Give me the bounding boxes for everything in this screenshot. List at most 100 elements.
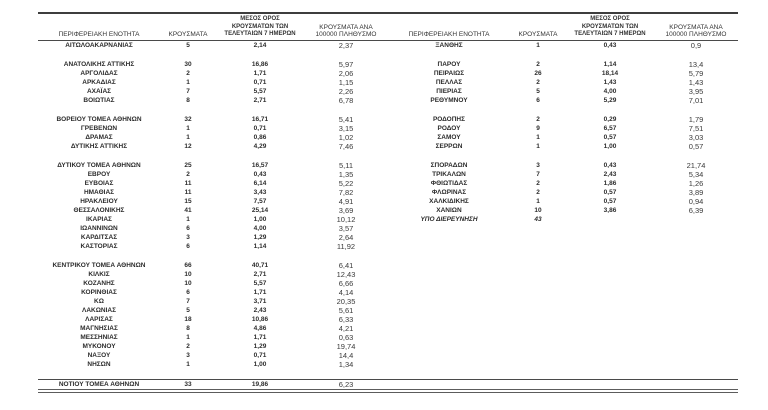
- left-cases-cell: 1: [186, 133, 190, 141]
- left-cases-cell: 32: [184, 115, 192, 123]
- left-per-cell: 2,06: [338, 68, 354, 78]
- table-row: ΓΡΕΒΕΝΩΝ 1 0,71 3,15 ΡΟΔΟΥ 9 6,57 7,51: [38, 124, 738, 133]
- right-cases-cell: 9: [536, 124, 540, 132]
- right-cases-cell: 26: [534, 69, 542, 77]
- left-per-cell: 1,34: [338, 359, 354, 369]
- left-per-cell: 12,43: [336, 269, 356, 279]
- right-name-cell: ΣΠΟΡΑΔΩΝ: [430, 161, 468, 169]
- right-cases-cell: [510, 242, 566, 251]
- right-avg-cell: [566, 233, 654, 242]
- table-row: ΙΚΑΡΙΑΣ 1 1,00 10,12 ΥΠΟ ΔΙΕΡΕΥΝΗΣΗ 43: [38, 215, 738, 224]
- table-row: ΑΡΚΑΔΙΑΣ 1 0,71 1,15 ΠΕΛΛΑΣ 2 1,43 1,43: [38, 78, 738, 87]
- right-per-cell: 1,26: [688, 178, 704, 188]
- left-cases-cell: 10: [184, 270, 192, 278]
- left-name-cell: ΕΒΡΟΥ: [87, 170, 111, 178]
- right-name-cell: [388, 242, 510, 251]
- left-cases-cell: 2: [186, 170, 190, 178]
- right-cases-cell: [510, 315, 566, 324]
- table-row: ΔΡΑΜΑΣ 1 0,86 1,02 ΣΑΜΟΥ 1 0,57 3,03: [38, 133, 738, 142]
- right-avg-cell: 4,00: [603, 87, 617, 95]
- left-per-cell: 19,74: [336, 341, 356, 351]
- header-per100k-left: ΚΡΟΥΣΜΑΤΑ ΑΝΑ 100000 ΠΛΗΘΥΣΜΟ: [304, 13, 388, 41]
- left-name-cell: ΑΡΚΑΔΙΑΣ: [82, 78, 116, 86]
- right-avg-cell: 2,43: [603, 170, 617, 178]
- right-cases-cell: 2: [536, 188, 540, 196]
- right-per-cell: [654, 324, 738, 333]
- left-cases-cell: 7: [186, 87, 190, 95]
- left-per-cell: 6,33: [338, 314, 354, 324]
- table-row: ΝΟΤΙΟΥ ΤΟΜΕΑ ΑΘΗΝΩΝ 33 19,86 6,23: [38, 378, 738, 393]
- table-row: ΜΑΓΝΗΣΙΑΣ 8 4,86 4,21: [38, 324, 738, 333]
- left-avg-cell: 2,71: [253, 270, 267, 278]
- spacer-cell: [38, 151, 738, 161]
- right-name-cell: [388, 342, 510, 351]
- spacer-cell: [38, 251, 738, 261]
- right-name-cell: ΥΠΟ ΔΙΕΡΕΥΝΗΣΗ: [420, 215, 478, 223]
- table-row: ΑΙΤΩΛΟΑΚΑΡΝΑΝΙΑΣ 5 2,14 2,37 ΞΑΝΘΗΣ 1 0,43 0,9: [38, 40, 738, 50]
- right-cases-cell: 7: [536, 170, 540, 178]
- right-cases-cell: [510, 360, 566, 369]
- left-avg-cell: 4,86: [253, 324, 267, 332]
- table-row: ΚΩ 7 3,71 20,35: [38, 297, 738, 306]
- right-name-cell: [388, 306, 510, 315]
- left-name-cell: ΔΡΑΜΑΣ: [85, 133, 113, 141]
- left-name-cell: ΜΑΓΝΗΣΙΑΣ: [80, 324, 118, 332]
- left-name-cell: ΚΑΡΔΙΤΣΑΣ: [80, 233, 118, 241]
- right-avg-cell: [566, 288, 654, 297]
- left-avg-cell: 1,29: [253, 233, 267, 241]
- left-avg-cell: 1,14: [253, 242, 267, 250]
- table-row: ΚΑΡΔΙΤΣΑΣ 3 1,29 2,64: [38, 233, 738, 242]
- right-per-cell: 1,43: [688, 77, 704, 87]
- header-per100k-right: ΚΡΟΥΣΜΑΤΑ ΑΝΑ 100000 ΠΛΗΘΥΣΜΟ: [654, 13, 738, 41]
- left-avg-cell: 16,86: [251, 60, 269, 68]
- table-header: ΠΕΡΙΦΕΡΕΙΑΚΗ ΕΝΟΤΗΤΑ ΚΡΟΥΣΜΑΤΑ ΜΕΣΟΣ ΟΡΟ…: [38, 13, 738, 41]
- table-row: ΗΜΑΘΙΑΣ 11 3,43 7,82 ΦΛΩΡΙΝΑΣ 2 0,57 3,89: [38, 188, 738, 197]
- right-cases-cell: 5: [536, 87, 540, 95]
- left-name-cell: ΚΟΖΑΝΗΣ: [83, 279, 115, 287]
- spacer-row: [38, 151, 738, 161]
- table-row: ΛΑΚΩΝΙΑΣ 5 2,43 5,61: [38, 306, 738, 315]
- right-name-cell: ΠΕΛΛΑΣ: [435, 78, 463, 86]
- right-cases-cell: 2: [536, 60, 540, 68]
- left-avg-cell: 4,00: [253, 224, 267, 232]
- right-per-cell: 5,79: [688, 68, 704, 78]
- left-cases-cell: 6: [186, 288, 190, 296]
- right-cases-cell: [510, 378, 566, 393]
- right-avg-cell: [566, 333, 654, 342]
- right-avg-cell: [566, 351, 654, 360]
- left-cases-cell: 1: [186, 78, 190, 86]
- left-avg-cell: 1,29: [253, 342, 267, 350]
- left-cases-cell: 5: [186, 306, 190, 314]
- right-per-cell: 0,94: [688, 196, 704, 206]
- left-cases-cell: 6: [186, 224, 190, 232]
- spacer-cell: [38, 369, 738, 380]
- table-row: ΕΥΒΟΙΑΣ 11 6,14 5,22 ΦΘΙΩΤΙΔΑΣ 2 1,86 1,26: [38, 179, 738, 188]
- right-name-cell: [388, 378, 510, 393]
- right-avg-cell: [566, 297, 654, 306]
- left-cases-cell: 41: [184, 206, 192, 214]
- right-name-cell: [388, 315, 510, 324]
- left-per-cell: 20,35: [336, 296, 356, 306]
- right-name-cell: ΣΑΜΟΥ: [437, 133, 461, 141]
- left-name-cell: ΑΧΑΪΑΣ: [86, 87, 112, 95]
- right-avg-cell: 0,43: [603, 161, 617, 169]
- table-row: ΚΙΛΚΙΣ 10 2,71 12,43: [38, 270, 738, 279]
- right-avg-cell: [566, 360, 654, 369]
- left-cases-cell: 2: [186, 342, 190, 350]
- table-row: ΚΑΣΤΟΡΙΑΣ 6 1,14 11,92: [38, 242, 738, 251]
- right-name-cell: [388, 224, 510, 233]
- table-row: ΜΕΣΣΗΝΙΑΣ 1 1,71 0,63: [38, 333, 738, 342]
- right-cases-cell: [510, 288, 566, 297]
- right-avg-cell: 3,86: [603, 206, 617, 214]
- left-per-cell: 2,26: [338, 86, 354, 96]
- right-per-cell: 3,03: [688, 132, 704, 142]
- left-name-cell: ΗΡΑΚΛΕΙΟΥ: [80, 197, 118, 205]
- left-avg-cell: 3,71: [253, 297, 267, 305]
- right-per-cell: 0,57: [688, 141, 704, 151]
- header-cases-left: ΚΡΟΥΣΜΑΤΑ: [160, 13, 216, 41]
- right-cases-cell: 10: [534, 206, 542, 214]
- right-cases-cell: [510, 324, 566, 333]
- left-avg-cell: 0,71: [253, 351, 267, 359]
- left-per-cell: 7,82: [338, 187, 354, 197]
- left-name-cell: ΙΚΑΡΙΑΣ: [86, 215, 112, 223]
